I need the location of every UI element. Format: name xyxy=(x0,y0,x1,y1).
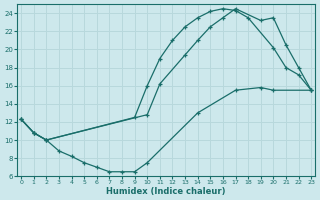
X-axis label: Humidex (Indice chaleur): Humidex (Indice chaleur) xyxy=(107,187,226,196)
